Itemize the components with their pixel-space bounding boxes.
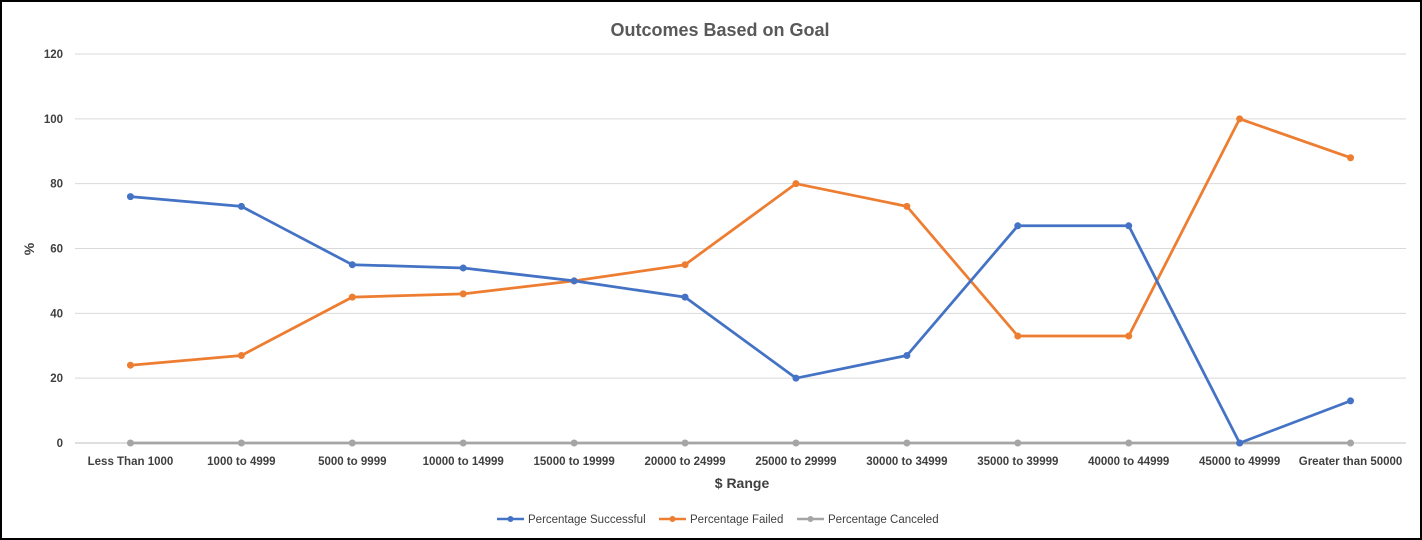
data-point — [792, 439, 800, 447]
y-axis-label: % — [21, 242, 37, 255]
data-point — [237, 351, 245, 359]
legend-label: Percentage Canceled — [828, 514, 939, 526]
x-tick-label: 35000 to 39999 — [977, 456, 1058, 468]
data-point — [903, 202, 911, 210]
data-point — [903, 351, 911, 359]
legend-item: Percentage Canceled — [797, 514, 939, 526]
data-point — [570, 277, 578, 285]
x-tick-label: Less Than 1000 — [88, 456, 174, 468]
legend-item: Percentage Failed — [659, 514, 783, 526]
data-point — [681, 261, 689, 269]
y-tick-label: 100 — [44, 114, 63, 126]
x-tick-label: 40000 to 44999 — [1088, 456, 1169, 468]
data-point — [1236, 439, 1244, 447]
data-point — [903, 439, 911, 447]
x-axis-ticks: Less Than 1000 1000 to 4999 5000 to 9999 10… — [88, 456, 1403, 468]
x-tick-label: 30000 to 34999 — [866, 456, 947, 468]
y-tick-label: 80 — [50, 179, 63, 191]
series-line — [129, 117, 1352, 367]
y-tick-label: 0 — [57, 438, 63, 450]
series-layer — [126, 115, 1355, 447]
data-point — [570, 439, 578, 447]
data-point — [348, 261, 356, 269]
legend-label: Percentage Failed — [690, 514, 783, 526]
y-tick-label: 60 — [50, 244, 63, 256]
series-percentage-successful — [126, 193, 1355, 447]
data-point — [681, 293, 689, 301]
data-point — [1014, 222, 1022, 230]
y-tick-label: 20 — [50, 373, 63, 385]
legend-swatch-marker — [807, 516, 814, 522]
series-line — [129, 195, 1352, 445]
data-point — [1125, 439, 1133, 447]
data-point — [792, 180, 800, 188]
x-tick-label: 20000 to 24999 — [644, 456, 725, 468]
data-point — [1347, 154, 1355, 162]
data-point — [348, 293, 356, 301]
data-point — [459, 290, 467, 298]
data-point — [237, 439, 245, 447]
legend-item: Percentage Successful — [497, 514, 646, 526]
x-tick-label: 10000 to 14999 — [423, 456, 504, 468]
data-point — [1014, 439, 1022, 447]
data-point — [792, 374, 800, 382]
legend: Percentage Successful Percentage Failed Pe… — [497, 514, 939, 526]
data-point — [237, 202, 245, 210]
x-tick-label: 15000 to 19999 — [534, 456, 615, 468]
legend-swatch-marker — [507, 516, 514, 522]
legend-label: Percentage Successful — [528, 514, 646, 526]
chart-title: Outcomes Based on Goal — [610, 20, 829, 40]
data-point — [1125, 332, 1133, 340]
data-point — [459, 264, 467, 272]
data-point — [126, 193, 134, 201]
data-point — [348, 439, 356, 447]
x-tick-label: 45000 to 49999 — [1199, 456, 1280, 468]
x-tick-label: Greater than 50000 — [1299, 456, 1403, 468]
x-tick-label: 25000 to 29999 — [755, 456, 836, 468]
data-point — [126, 361, 134, 369]
data-point — [1347, 439, 1355, 447]
data-point — [126, 439, 134, 447]
gridlines — [75, 53, 1406, 444]
legend-swatch-marker — [669, 516, 676, 522]
data-point — [1125, 222, 1133, 230]
y-tick-label: 40 — [50, 308, 63, 320]
y-axis-ticks: 0 20 40 60 80 100 120 — [44, 49, 63, 450]
series-percentage-canceled — [126, 439, 1355, 447]
data-point — [1236, 115, 1244, 123]
data-point — [459, 439, 467, 447]
x-tick-label: 5000 to 9999 — [318, 456, 386, 468]
data-point — [1014, 332, 1022, 340]
data-point — [681, 439, 689, 447]
x-tick-label: 1000 to 4999 — [207, 456, 275, 468]
data-point — [1347, 397, 1355, 405]
y-tick-label: 120 — [44, 49, 63, 61]
x-axis-label: $ Range — [715, 475, 770, 491]
